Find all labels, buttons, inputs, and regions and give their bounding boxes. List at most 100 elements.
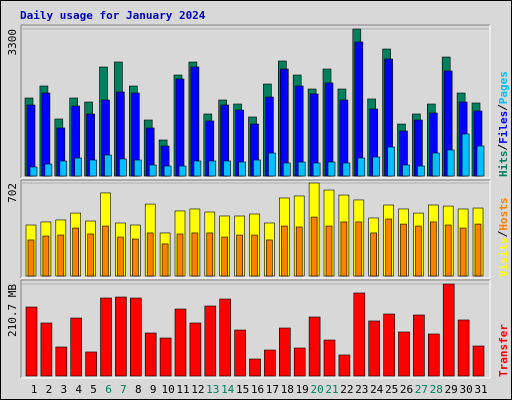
- bar: [340, 221, 348, 277]
- bar: [117, 236, 124, 277]
- bar: [354, 41, 364, 177]
- bar: [27, 239, 35, 277]
- bar: [26, 104, 36, 177]
- x-tick-label: 1: [31, 383, 38, 396]
- legend-label: Transfer: [497, 324, 510, 377]
- x-tick-label: 2: [46, 383, 53, 396]
- bar: [325, 225, 333, 277]
- bar: [55, 346, 68, 377]
- x-tick-label: 23: [355, 383, 368, 396]
- x-tick-label: 8: [135, 383, 142, 396]
- bar: [427, 333, 440, 377]
- x-tick-label: 9: [150, 383, 157, 396]
- legend-label: Visits: [497, 237, 510, 277]
- x-tick-label: 13: [206, 383, 219, 396]
- bar: [191, 232, 199, 277]
- bar: [446, 149, 455, 177]
- bar: [89, 159, 97, 177]
- bar: [476, 145, 485, 177]
- bar: [293, 347, 306, 377]
- bar: [342, 162, 351, 177]
- x-tick-label: 17: [266, 383, 279, 396]
- bar: [278, 327, 291, 377]
- bar: [115, 296, 127, 377]
- x-tick-label: 27: [415, 383, 428, 396]
- bar: [417, 165, 425, 177]
- bar: [119, 158, 127, 177]
- bar: [308, 316, 321, 377]
- y-tick-label: 3300: [6, 29, 19, 56]
- bar: [297, 161, 306, 177]
- x-tick-label: 7: [120, 383, 127, 396]
- x-tick-label: 4: [75, 383, 82, 396]
- bar: [204, 305, 217, 377]
- bar: [253, 159, 261, 177]
- bar: [353, 292, 366, 377]
- bar: [370, 232, 378, 277]
- bar: [29, 166, 38, 177]
- bar: [442, 283, 455, 377]
- x-tick-label: 22: [340, 383, 353, 396]
- x-tick-label: 30: [459, 383, 472, 396]
- bar: [268, 152, 276, 177]
- x-tick-label: 15: [236, 383, 249, 396]
- bar: [279, 68, 289, 177]
- bar: [415, 225, 422, 277]
- bar: [238, 161, 246, 177]
- bar: [282, 162, 291, 177]
- bar: [148, 164, 157, 177]
- bar: [206, 232, 214, 277]
- bar: [190, 66, 200, 177]
- bar: [234, 329, 246, 377]
- bar: [266, 239, 273, 277]
- x-tick-label: 21: [325, 383, 338, 396]
- legend-separator: [497, 144, 508, 150]
- bar: [178, 165, 187, 177]
- bar: [280, 225, 288, 277]
- bar: [134, 159, 142, 177]
- bar: [387, 146, 395, 177]
- y-tick-label: 702: [6, 183, 19, 203]
- bar: [461, 133, 470, 177]
- x-tick-label: 3: [60, 383, 67, 396]
- chart-title: Daily usage for January 2024: [20, 9, 206, 22]
- bar: [310, 216, 318, 277]
- bar: [431, 152, 440, 177]
- bar: [355, 221, 363, 277]
- bar: [41, 92, 51, 177]
- bar: [312, 162, 321, 177]
- legend: Visits Hosts: [497, 198, 510, 277]
- bar: [159, 337, 172, 377]
- bar: [144, 332, 157, 377]
- x-tick-label: 5: [90, 383, 97, 396]
- bar: [193, 160, 202, 177]
- x-tick-label: 14: [221, 383, 235, 396]
- bar: [249, 358, 261, 377]
- bar: [264, 349, 276, 377]
- bar: [357, 157, 366, 177]
- bar: [429, 221, 437, 277]
- x-tick-label: 29: [445, 383, 458, 396]
- bar: [236, 234, 243, 277]
- bar: [444, 224, 452, 277]
- bar: [368, 320, 381, 377]
- bar: [189, 322, 202, 377]
- bar: [100, 297, 112, 377]
- legend-label: Hits: [497, 151, 510, 178]
- bar: [400, 223, 407, 277]
- bar: [163, 165, 172, 177]
- bar: [161, 243, 169, 277]
- bar: [474, 223, 482, 277]
- x-tick-label: 25: [385, 383, 398, 396]
- bar: [25, 306, 38, 377]
- bar: [402, 164, 410, 177]
- bar: [57, 234, 65, 277]
- bar: [372, 156, 381, 177]
- bar: [70, 317, 82, 377]
- bar: [104, 154, 112, 177]
- bar: [223, 160, 231, 177]
- x-tick-label: 16: [251, 383, 264, 396]
- bar: [221, 236, 228, 277]
